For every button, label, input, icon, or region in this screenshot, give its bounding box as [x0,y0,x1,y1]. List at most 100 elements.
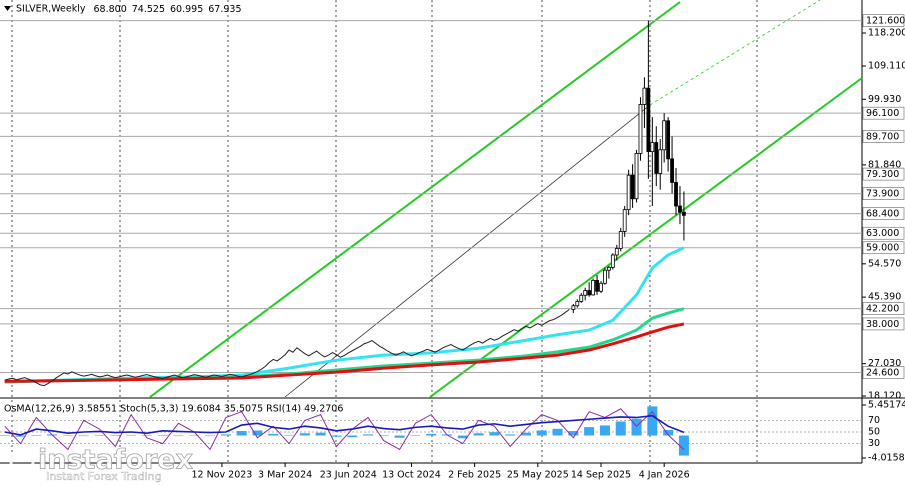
candle-body [614,248,619,256]
level-label: 73.900 [866,189,899,200]
candle-body [670,158,674,183]
osma-bar [520,432,531,436]
watermark-logo [9,449,35,475]
osma-bar [205,435,216,437]
level-label-box [862,167,905,181]
candle-body [662,120,667,151]
candle-body [606,266,611,271]
osma-bar [347,435,358,438]
candle-body [618,231,623,249]
level-label-box [862,106,905,120]
title-value: 67.935 [208,4,241,15]
level-label-box [862,241,905,255]
osma-bar [141,435,152,437]
level-label: 63.000 [866,228,899,239]
candle-body [603,269,607,284]
osma-bar [426,433,437,436]
level-label-box [862,14,905,27]
price-line [4,308,570,387]
level-label: 38.000 [866,319,899,330]
osma-bar [94,435,105,437]
candle-body [646,87,651,153]
title-value: 68.800 [94,4,127,15]
osma-bar [615,421,626,436]
level-label: 59.000 [866,243,899,254]
osma-bar [647,406,658,436]
osma-bar [457,435,468,439]
watermark-brand: instaforex [38,445,193,476]
osma-bar [126,435,137,437]
candle-body [622,209,627,232]
osma-bar [568,431,579,436]
candle-body [591,279,595,296]
title-value: 74.525 [132,4,165,15]
osma-bar [157,434,168,436]
oscillator-level-label: 30 [868,438,880,449]
candle-body [610,254,615,268]
level-label: 24.600 [866,368,899,379]
trend-line [284,104,651,398]
channel-line [149,1,681,398]
osma-bar [631,418,642,436]
candle-body [634,153,639,200]
osma-bar [189,435,200,437]
y-tick-label: 109.110 [868,60,905,71]
osma-bar [252,430,263,436]
x-tick-label: 3 Mar 2024 [258,470,312,481]
osma-bar [663,429,674,436]
y-tick-label: 99.930 [868,94,901,105]
osma-bar [173,435,184,437]
rsi-line [4,414,685,436]
level-label-box [862,226,905,240]
candle-body [595,279,599,292]
y-tick-label: 18.120 [868,391,901,402]
candle-body [579,294,584,302]
x-tick-label: 14 Sep 2025 [571,470,631,481]
osma-bar [0,435,10,437]
osma-bar [599,425,610,436]
x-tick-label: 13 Oct 2024 [382,470,441,481]
stochastic-line [4,408,685,451]
y-tick-label: 118.200 [868,28,905,39]
x-tick-label: 25 May 2025 [507,470,569,481]
osma-bar [15,435,26,437]
osma-bar [220,434,231,436]
x-tick-label: 23 Jun 2024 [320,470,377,481]
x-tick-label: 12 Nov 2023 [191,470,252,481]
osma-bar [536,430,547,436]
osma-bar [299,433,310,436]
level-label-box [862,302,905,315]
level-label-box [862,207,905,220]
title-value: 60.995 [170,4,203,15]
osma-bar [284,435,295,437]
x-tick-label: 4 Jan 2026 [639,470,690,481]
level-label-box [862,130,905,143]
osma-bar [678,435,689,456]
osma-bar [378,434,389,436]
candle-body [666,120,671,160]
level-label: 96.100 [866,108,899,119]
osma-bar [315,432,326,436]
candle-body [575,301,580,307]
candle-body [583,290,588,296]
indicator-title: OsMA(12,26,9) 3.58551 Stoch(5,3,3) 19.60… [4,404,343,415]
candle-body [654,142,659,174]
candle-body [626,174,631,211]
osma-bar [552,428,563,436]
candle-body [587,290,592,296]
level-label: 121.600 [866,16,905,27]
level-label: 42.200 [866,304,899,315]
osma-bar [62,435,73,437]
oscillator-level-label: 50 [868,427,880,438]
watermark-tagline: Instant Forex Trading [46,470,162,483]
y-tick-label: 54.570 [868,258,901,269]
y-tick-label: 45.390 [868,292,901,303]
y-tick-label: 27.030 [868,358,901,369]
candle-body [678,205,682,213]
level-label-box [862,187,905,200]
level-label: 79.300 [866,169,899,180]
moving-average [4,322,685,383]
osma-bar [394,435,405,438]
osma-bar [473,433,484,436]
